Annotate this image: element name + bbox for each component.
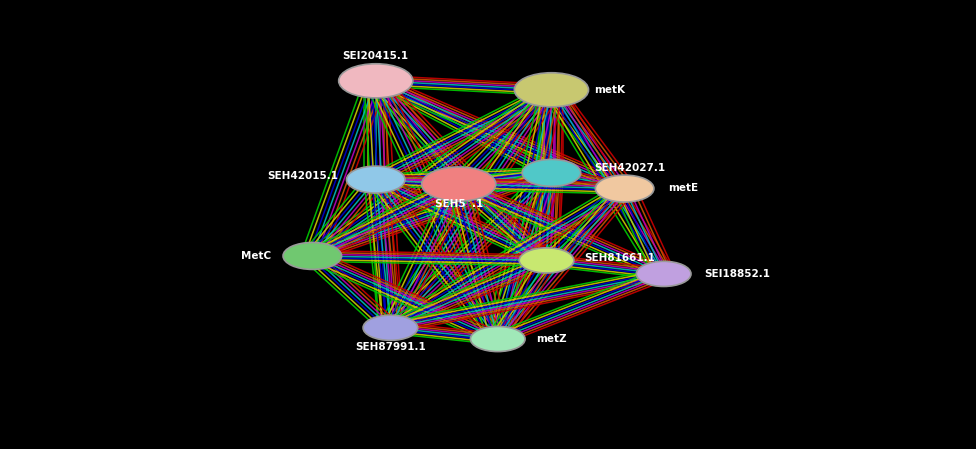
- Text: SEH42015.1: SEH42015.1: [267, 171, 338, 181]
- Text: MetC: MetC: [241, 251, 270, 261]
- Text: metK: metK: [594, 85, 626, 95]
- Circle shape: [346, 166, 405, 193]
- Circle shape: [636, 261, 691, 286]
- Circle shape: [422, 167, 496, 201]
- Text: metE: metE: [669, 183, 698, 193]
- Text: SEH5   .1: SEH5 .1: [434, 199, 483, 209]
- Text: SEI20415.1: SEI20415.1: [343, 51, 409, 61]
- Text: metZ: metZ: [536, 334, 567, 344]
- Circle shape: [470, 326, 525, 352]
- Circle shape: [514, 73, 589, 107]
- Circle shape: [595, 175, 654, 202]
- Circle shape: [283, 242, 342, 269]
- Circle shape: [363, 315, 418, 340]
- Text: SEI18852.1: SEI18852.1: [704, 269, 770, 279]
- Text: SEH42027.1: SEH42027.1: [594, 163, 665, 173]
- Circle shape: [339, 64, 413, 98]
- Circle shape: [522, 159, 581, 186]
- Text: SEH81661.1: SEH81661.1: [585, 253, 655, 263]
- Text: SEH87991.1: SEH87991.1: [355, 342, 426, 352]
- Circle shape: [519, 248, 574, 273]
